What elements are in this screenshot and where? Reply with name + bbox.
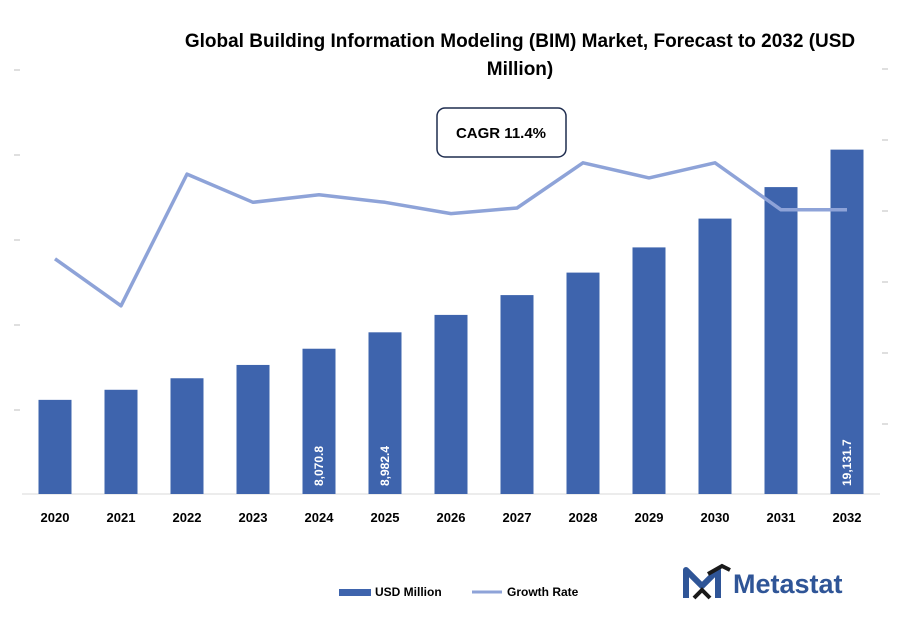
bar-data-label-2025: 8,982.4 — [378, 446, 392, 486]
bar-2031 — [764, 187, 798, 494]
bar-2026 — [434, 314, 468, 494]
bar-2029 — [632, 247, 666, 494]
chart-title-line-2: Million) — [487, 59, 553, 80]
metastat-logo-icon — [683, 563, 731, 600]
legend: USD Million Growth Rate — [339, 585, 579, 599]
x-tick-label-2020: 2020 — [41, 510, 70, 525]
bar-2023 — [236, 364, 270, 494]
bar-2030 — [698, 218, 732, 494]
cagr-callout: CAGR 11.4% — [436, 107, 567, 158]
bar-2032 — [830, 149, 864, 494]
x-axis-tick-labels: 2020 2021 2022 2023 2024 2025 2026 2027 2028 2029… — [41, 510, 862, 525]
chart-title-line-1: Global Building Information Modeling (BI… — [185, 31, 855, 52]
metastat-logo: Metastat — [683, 563, 843, 600]
x-tick-label-2031: 2031 — [767, 510, 796, 525]
legend-bar-label: USD Million — [375, 585, 442, 599]
x-tick-label-2025: 2025 — [371, 510, 400, 525]
x-tick-label-2022: 2022 — [173, 510, 202, 525]
bar-2025 — [368, 332, 402, 494]
cagr-callout-box — [436, 107, 567, 158]
bar-2027 — [500, 295, 534, 494]
growth-rate-series — [53, 161, 848, 308]
x-tick-label-2023: 2023 — [239, 510, 268, 525]
x-tick-label-2024: 2024 — [305, 510, 335, 525]
x-tick-label-2030: 2030 — [701, 510, 730, 525]
right-axis-ticks — [882, 68, 888, 425]
bar-2024 — [302, 348, 336, 494]
metastat-logo-text: Metastat — [733, 569, 843, 599]
bar-2021 — [104, 389, 138, 494]
legend-bar-swatch — [339, 589, 371, 596]
x-tick-label-2028: 2028 — [569, 510, 598, 525]
bar-data-labels: 8,070.8 8,982.4 19,131.7 — [312, 439, 854, 486]
x-tick-label-2032: 2032 — [833, 510, 862, 525]
x-tick-label-2029: 2029 — [635, 510, 664, 525]
bar-2028 — [566, 272, 600, 494]
left-axis-ticks — [14, 69, 20, 411]
bar-data-label-2024: 8,070.8 — [312, 446, 326, 486]
bar-2022 — [170, 378, 204, 494]
x-tick-label-2021: 2021 — [107, 510, 136, 525]
cagr-callout-text: CAGR 11.4% — [456, 125, 546, 142]
x-tick-label-2026: 2026 — [437, 510, 466, 525]
bar-2020 — [38, 399, 72, 494]
x-tick-label-2027: 2027 — [503, 510, 532, 525]
bar-data-label-2032: 19,131.7 — [840, 439, 854, 486]
legend-line-label: Growth Rate — [507, 585, 579, 599]
bar-series — [38, 149, 864, 494]
